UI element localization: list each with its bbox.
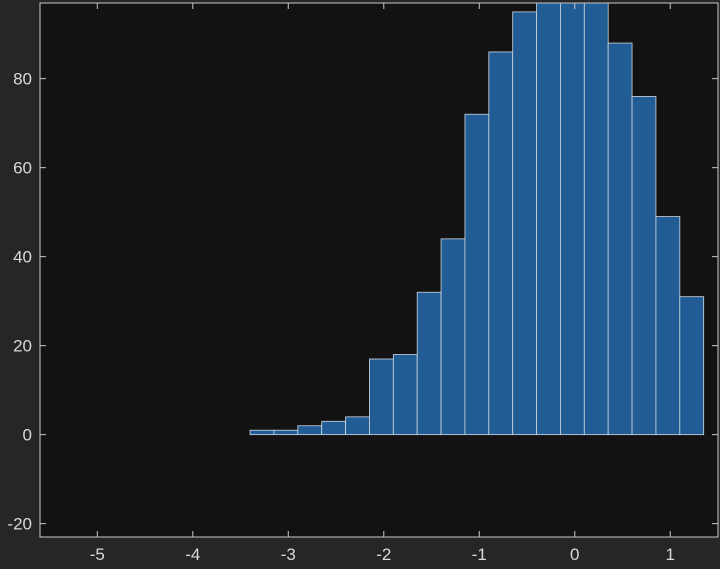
x-tick-label: -3 [281,545,296,564]
histogram-bar [607,42,633,436]
y-tick-label: -20 [7,515,32,534]
x-tick-label: -1 [472,545,487,564]
histogram-bar [416,291,442,436]
histogram-bar [631,96,657,436]
histogram-bar [679,296,705,436]
histogram-bar [583,2,609,436]
histogram-bar [512,11,537,436]
histogram-bar [488,51,514,436]
bars-group [249,2,705,436]
histogram-bar [536,2,561,436]
histogram-bar [392,354,418,436]
x-tick-label: -2 [376,545,391,564]
histogram-bar [655,216,681,436]
x-tick-label: 0 [570,545,579,564]
histogram-bar [464,113,490,436]
histogram-bar [321,420,346,436]
x-tick-label: -4 [185,545,200,564]
x-tick-label: -5 [90,545,105,564]
axes-frame [39,2,719,538]
y-tick-label: 20 [13,337,32,356]
y-tick-label: 80 [13,70,32,89]
x-tick-label: 1 [666,545,675,564]
histogram-bar [440,238,466,436]
histogram-bar [297,425,323,436]
ticks-group: -5 -4 -3 -2 -1 0 1 -20 0 20 40 60 80 [7,3,718,564]
y-tick-label: 60 [13,159,32,178]
histogram-bar [345,416,370,436]
histogram-bar [369,358,394,436]
y-tick-label: 40 [13,248,32,267]
histogram-bar [249,429,275,436]
y-tick-label: 0 [23,426,32,445]
histogram-bar [560,2,585,436]
histogram-bar [273,429,299,436]
